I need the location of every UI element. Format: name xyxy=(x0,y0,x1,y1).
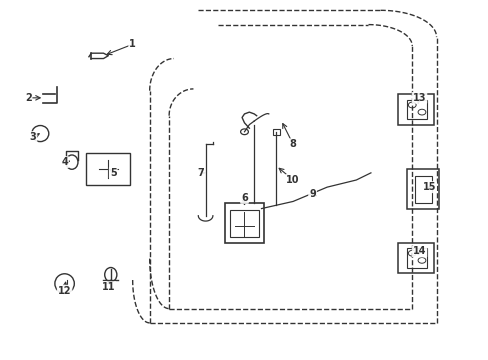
Bar xyxy=(414,176,431,203)
Text: 1: 1 xyxy=(129,39,136,49)
Text: 15: 15 xyxy=(422,182,435,192)
Bar xyxy=(407,169,438,208)
Text: 3: 3 xyxy=(30,132,36,142)
Bar xyxy=(224,203,264,243)
Text: 2: 2 xyxy=(25,93,31,103)
Text: 5: 5 xyxy=(110,168,116,178)
Bar xyxy=(86,153,130,185)
Bar xyxy=(407,248,426,267)
Bar xyxy=(397,243,433,273)
Bar xyxy=(407,100,426,119)
Text: 7: 7 xyxy=(197,168,203,178)
Text: 10: 10 xyxy=(286,175,299,185)
Bar xyxy=(397,94,433,125)
Text: 4: 4 xyxy=(61,157,68,167)
Text: 12: 12 xyxy=(58,286,71,296)
Bar xyxy=(272,129,279,135)
Text: 13: 13 xyxy=(412,93,426,103)
Bar xyxy=(229,210,259,237)
Text: 14: 14 xyxy=(412,247,426,256)
Text: 8: 8 xyxy=(289,139,296,149)
Text: 9: 9 xyxy=(308,189,315,199)
Text: 11: 11 xyxy=(102,282,115,292)
Text: 6: 6 xyxy=(241,193,247,203)
